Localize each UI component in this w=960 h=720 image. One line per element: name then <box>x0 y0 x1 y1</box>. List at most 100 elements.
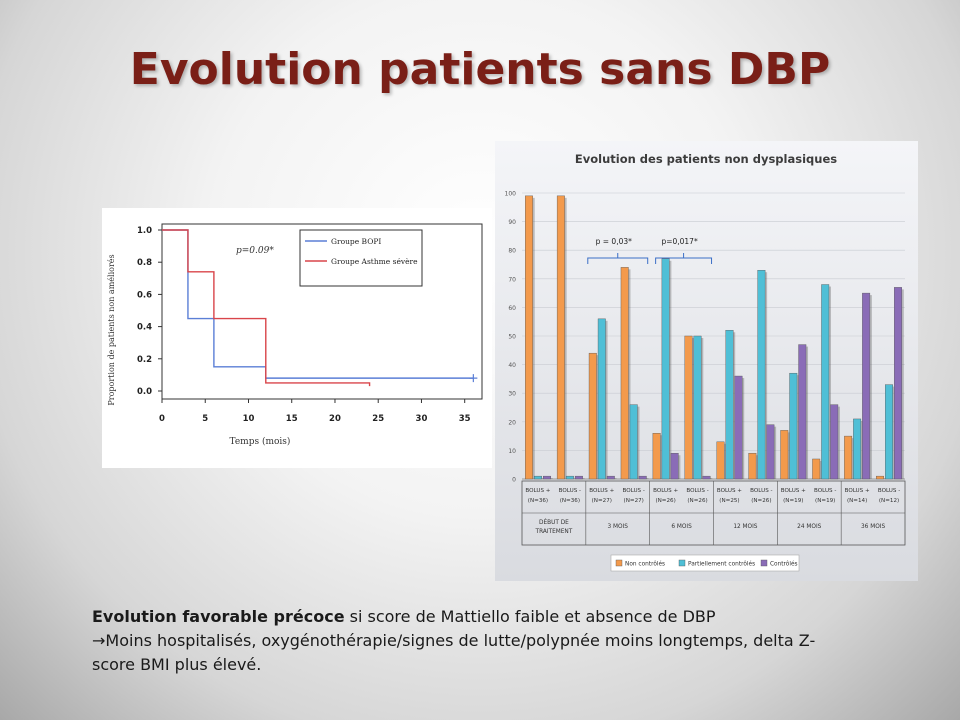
x-tick-label: 10 <box>243 414 255 424</box>
y-tick-label: 0.6 <box>137 290 152 300</box>
y-tick-label: 0.4 <box>137 323 152 333</box>
slide-body-text: Evolution favorable précoce si score de … <box>92 605 852 677</box>
censor-mark <box>469 374 478 383</box>
bar-chart-category-table: BOLUS + (N=36) BOLUS - (N=36) BOLUS + (N=27) B… <box>521 480 906 546</box>
p-value-label: p=0,017* <box>661 237 698 246</box>
bar <box>853 418 862 480</box>
bar <box>885 384 893 480</box>
group-label: 6 MOIS <box>671 524 692 530</box>
category-label: BOLUS + <box>589 488 614 494</box>
plot-frame <box>161 223 483 400</box>
bar-shadow <box>828 286 831 479</box>
bar <box>734 375 743 480</box>
bar-shadow <box>892 386 895 479</box>
bar-shadow <box>701 338 704 479</box>
bar-shadow <box>797 375 800 479</box>
bar-chart-axes: 0 10 20 30 40 50 60 70 80 90 100 <box>505 191 905 484</box>
bar <box>574 475 583 480</box>
bar <box>638 475 647 480</box>
category-label: BOLUS - <box>686 488 708 494</box>
legend-label: Groupe Asthme sévère <box>331 257 418 266</box>
bar-shadow <box>669 260 672 479</box>
y-tick-label: 0 <box>512 477 516 484</box>
bar <box>684 335 693 480</box>
category-label: BOLUS - <box>750 488 772 494</box>
bar-shadow <box>788 432 791 479</box>
y-tick-label: 0.2 <box>137 355 152 365</box>
y-tick-label: 20 <box>508 419 516 426</box>
category-label: (N=36) <box>528 498 548 504</box>
bar <box>543 475 551 480</box>
category-label: BOLUS + <box>781 488 806 494</box>
legend-swatch <box>760 559 768 567</box>
bar <box>716 441 725 480</box>
bar-shadow <box>614 478 617 479</box>
bar-shadow <box>532 197 535 480</box>
bar-shadow <box>596 355 599 479</box>
group-label: 12 MOIS <box>733 524 757 530</box>
bar-shadow <box>573 478 576 479</box>
bar-shadow <box>837 406 840 479</box>
km-series-line <box>162 229 371 387</box>
y-tick-label: 90 <box>508 219 516 226</box>
arrow-icon: → <box>92 631 106 650</box>
bar-shadow <box>742 378 745 479</box>
category-label: BOLUS - <box>878 488 900 494</box>
bar-shadow <box>806 346 809 479</box>
bar <box>652 433 661 480</box>
group-label: DÉBUT DE <box>539 518 569 526</box>
category-label: (N=27) <box>624 498 644 504</box>
legend-label: Groupe BOPI <box>331 237 381 246</box>
group-label: TRAITEMENT <box>535 529 573 535</box>
bar-shadow <box>710 478 713 479</box>
bar-chart-legend: Non contrôlés Partiellement contrôlés Cont… <box>610 554 800 572</box>
bar-chart-bars <box>525 195 904 480</box>
bar <box>620 267 629 480</box>
bar-shadow <box>628 269 631 479</box>
category-label: BOLUS + <box>717 488 742 494</box>
bar-shadow <box>637 406 640 479</box>
x-tick-label: 25 <box>372 414 384 424</box>
y-tick-label: 70 <box>508 276 516 283</box>
bar <box>588 352 597 480</box>
bar <box>725 330 734 480</box>
p-value-label: p = 0,03* <box>596 237 633 246</box>
category-label: (N=25) <box>719 498 739 504</box>
bar-shadow <box>605 320 608 479</box>
bar <box>757 270 766 480</box>
legend-label: Contrôlés <box>770 561 798 568</box>
bar <box>821 284 830 480</box>
legend-box <box>610 554 800 572</box>
bar-shadow <box>765 272 768 479</box>
bar-shadow <box>733 332 736 479</box>
legend-swatch <box>615 559 623 567</box>
bar-chart-annotations: p = 0,03* p=0,017* <box>587 237 713 264</box>
category-label: BOLUS - <box>814 488 836 494</box>
bar-shadow <box>869 295 872 479</box>
category-label: BOLUS - <box>559 488 581 494</box>
legend-label: Partiellement contrôlés <box>688 561 755 568</box>
category-label: BOLUS + <box>525 488 550 494</box>
bar-shadow <box>678 455 681 479</box>
slide-title: Evolution patients sans DBP <box>129 44 831 95</box>
bar <box>748 453 757 480</box>
bar <box>702 475 711 480</box>
bar-shadow <box>582 478 585 479</box>
bar-shadow <box>550 478 553 479</box>
bar <box>844 435 853 480</box>
bar <box>629 404 638 480</box>
bar-shadow <box>774 426 777 479</box>
bar <box>565 475 574 480</box>
bar-shadow <box>851 438 854 479</box>
legend-swatch <box>678 559 686 567</box>
bar-shadow <box>860 420 863 479</box>
category-label: (N=27) <box>592 498 612 504</box>
y-tick-label: 30 <box>508 391 516 398</box>
bar <box>830 404 839 480</box>
bar-shadow <box>883 478 886 479</box>
bar-chart: Evolution des patients non dysplasiques … <box>495 141 918 581</box>
body-line1-text: si score de Mattiello faible et absence … <box>344 607 716 626</box>
bar <box>670 453 679 480</box>
group-label: 24 MOIS <box>797 524 821 530</box>
bar-shadow <box>819 460 822 479</box>
